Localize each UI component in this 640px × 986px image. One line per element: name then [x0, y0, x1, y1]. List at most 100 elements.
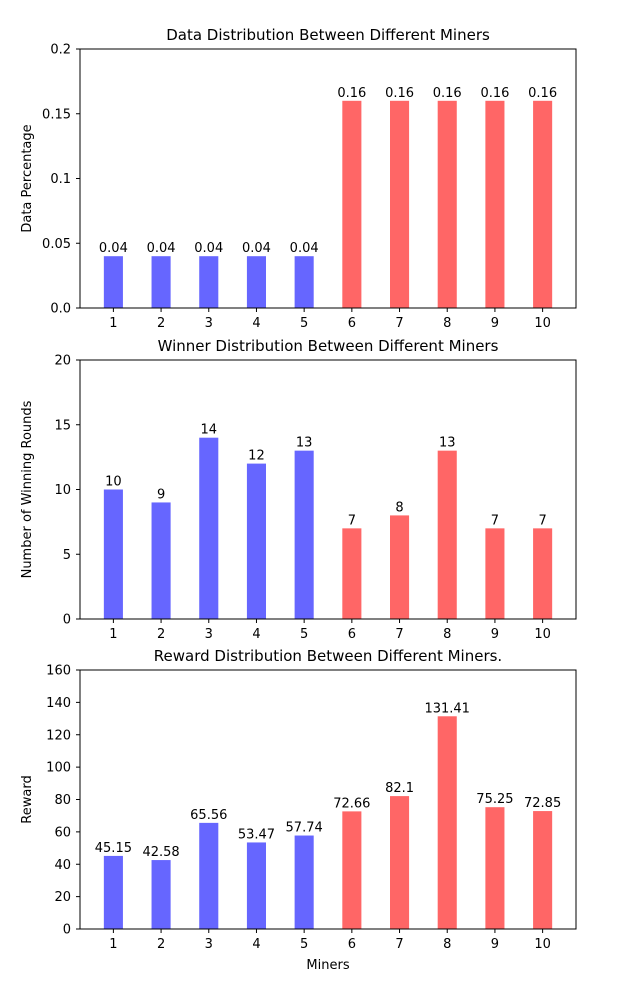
y-tick-label-2-0: 0 [63, 613, 71, 628]
value-label-2-3: 14 [200, 423, 217, 438]
bar-1-1 [103, 256, 123, 308]
y-axis-label-2: Number of Winning Rounds [20, 400, 35, 578]
y-tick-label-3-3: 60 [54, 825, 71, 840]
value-label-3-6: 72.66 [333, 796, 370, 811]
x-tick-label-2-5: 5 [300, 627, 308, 642]
value-label-1-10: 0.16 [528, 86, 557, 101]
x-axis-label-3: Miners [306, 958, 349, 973]
y-tick-label-3-8: 160 [46, 664, 71, 679]
y-tick-label-1-1: 0.05 [42, 237, 71, 252]
bar-2-2 [151, 502, 171, 619]
chart-panel-3: 45.15 42.58 65.56 53.47 57.74 72.66 82.1 131.41… [20, 647, 577, 973]
x-tick-label-1-7: 7 [395, 316, 403, 331]
x-tick-label-3-3: 3 [205, 937, 213, 952]
value-label-2-1: 10 [105, 475, 122, 490]
y-axis-label-3: Reward [20, 775, 35, 823]
bar-2-7 [390, 515, 410, 619]
bar-1-6 [342, 100, 362, 308]
bar-2-4 [246, 463, 266, 619]
bar-1-9 [485, 100, 505, 308]
bar-3-5 [294, 835, 314, 929]
x-tick-label-3-4: 4 [252, 937, 260, 952]
bar-2-1 [103, 489, 123, 619]
value-label-3-1: 45.15 [95, 841, 132, 856]
value-label-3-2: 42.58 [142, 845, 179, 860]
bar-3-10 [533, 811, 553, 929]
bar-1-2 [151, 256, 171, 308]
x-tick-label-2-10: 10 [534, 627, 551, 642]
x-tick-label-1-2: 2 [157, 316, 165, 331]
value-label-2-5: 13 [296, 436, 313, 451]
bar-2-10 [533, 528, 553, 619]
value-label-3-4: 53.47 [238, 827, 275, 842]
y-tick-label-1-3: 0.15 [42, 107, 71, 122]
x-tick-label-1-5: 5 [300, 316, 308, 331]
bar-2-6 [342, 528, 362, 619]
y-axis-label-1: Data Percentage [20, 124, 35, 232]
y-tick-label-3-7: 140 [46, 696, 71, 711]
value-label-1-8: 0.16 [433, 86, 462, 101]
bar-3-8 [437, 716, 457, 929]
value-label-1-1: 0.04 [99, 241, 128, 256]
bar-1-7 [390, 100, 410, 308]
x-tick-label-1-8: 8 [443, 316, 451, 331]
y-tick-label-1-2: 0.1 [50, 172, 71, 187]
x-tick-label-3-5: 5 [300, 937, 308, 952]
value-label-2-4: 12 [248, 449, 265, 464]
bar-1-10 [533, 100, 553, 308]
y-tick-label-2-3: 15 [54, 418, 71, 433]
chart-title-2: Winner Distribution Between Different Mi… [158, 337, 499, 355]
bar-3-6 [342, 811, 362, 929]
x-tick-label-2-8: 8 [443, 627, 451, 642]
x-tick-label-1-10: 10 [534, 316, 551, 331]
chart-title-1: Data Distribution Between Different Mine… [166, 26, 490, 44]
x-tick-label-3-1: 1 [109, 937, 117, 952]
chart-title-3: Reward Distribution Between Different Mi… [154, 647, 502, 665]
value-label-1-5: 0.04 [290, 241, 319, 256]
x-tick-label-3-9: 9 [491, 937, 499, 952]
bar-2-9 [485, 528, 505, 619]
bar-3-7 [390, 796, 410, 929]
y-tick-label-3-0: 0 [63, 923, 71, 938]
x-tick-label-2-1: 1 [109, 627, 117, 642]
value-label-2-7: 8 [395, 500, 403, 515]
y-tick-label-1-0: 0.0 [50, 302, 71, 317]
value-label-1-6: 0.16 [337, 86, 366, 101]
bar-1-8 [437, 100, 457, 308]
chart-panel-1: 0.04 0.04 0.04 0.04 0.040.16 0.16 0.16 0.16 0.16… [20, 26, 577, 331]
x-tick-label-1-1: 1 [109, 316, 117, 331]
value-label-2-8: 13 [439, 436, 456, 451]
x-tick-label-3-2: 2 [157, 937, 165, 952]
bar-3-2 [151, 860, 171, 929]
bar-3-3 [199, 822, 219, 929]
y-tick-label-2-2: 10 [54, 483, 71, 498]
bar-2-5 [294, 450, 314, 619]
y-tick-label-2-1: 5 [63, 548, 71, 563]
value-label-3-9: 75.25 [476, 792, 513, 807]
y-tick-label-3-6: 120 [46, 728, 71, 743]
y-tick-label-3-5: 100 [46, 761, 71, 776]
x-tick-label-2-4: 4 [252, 627, 260, 642]
y-tick-label-3-2: 40 [54, 858, 71, 873]
value-label-1-2: 0.04 [147, 241, 176, 256]
x-tick-label-3-7: 7 [395, 937, 403, 952]
x-tick-label-1-9: 9 [491, 316, 499, 331]
bar-1-3 [199, 256, 219, 308]
y-tick-label-2-4: 20 [54, 354, 71, 369]
value-label-3-10: 72.85 [524, 796, 561, 811]
value-label-2-2: 9 [157, 487, 165, 502]
value-label-2-6: 7 [348, 513, 356, 528]
value-label-3-5: 57.74 [286, 821, 323, 836]
value-label-1-3: 0.04 [194, 241, 223, 256]
bar-3-1 [103, 855, 123, 929]
bar-3-4 [246, 842, 266, 929]
value-label-2-10: 7 [538, 513, 546, 528]
value-label-1-4: 0.04 [242, 241, 271, 256]
x-tick-label-1-3: 3 [205, 316, 213, 331]
value-label-3-3: 65.56 [190, 808, 227, 823]
bar-2-3 [199, 437, 219, 619]
x-tick-label-1-6: 6 [348, 316, 356, 331]
x-tick-label-2-6: 6 [348, 627, 356, 642]
